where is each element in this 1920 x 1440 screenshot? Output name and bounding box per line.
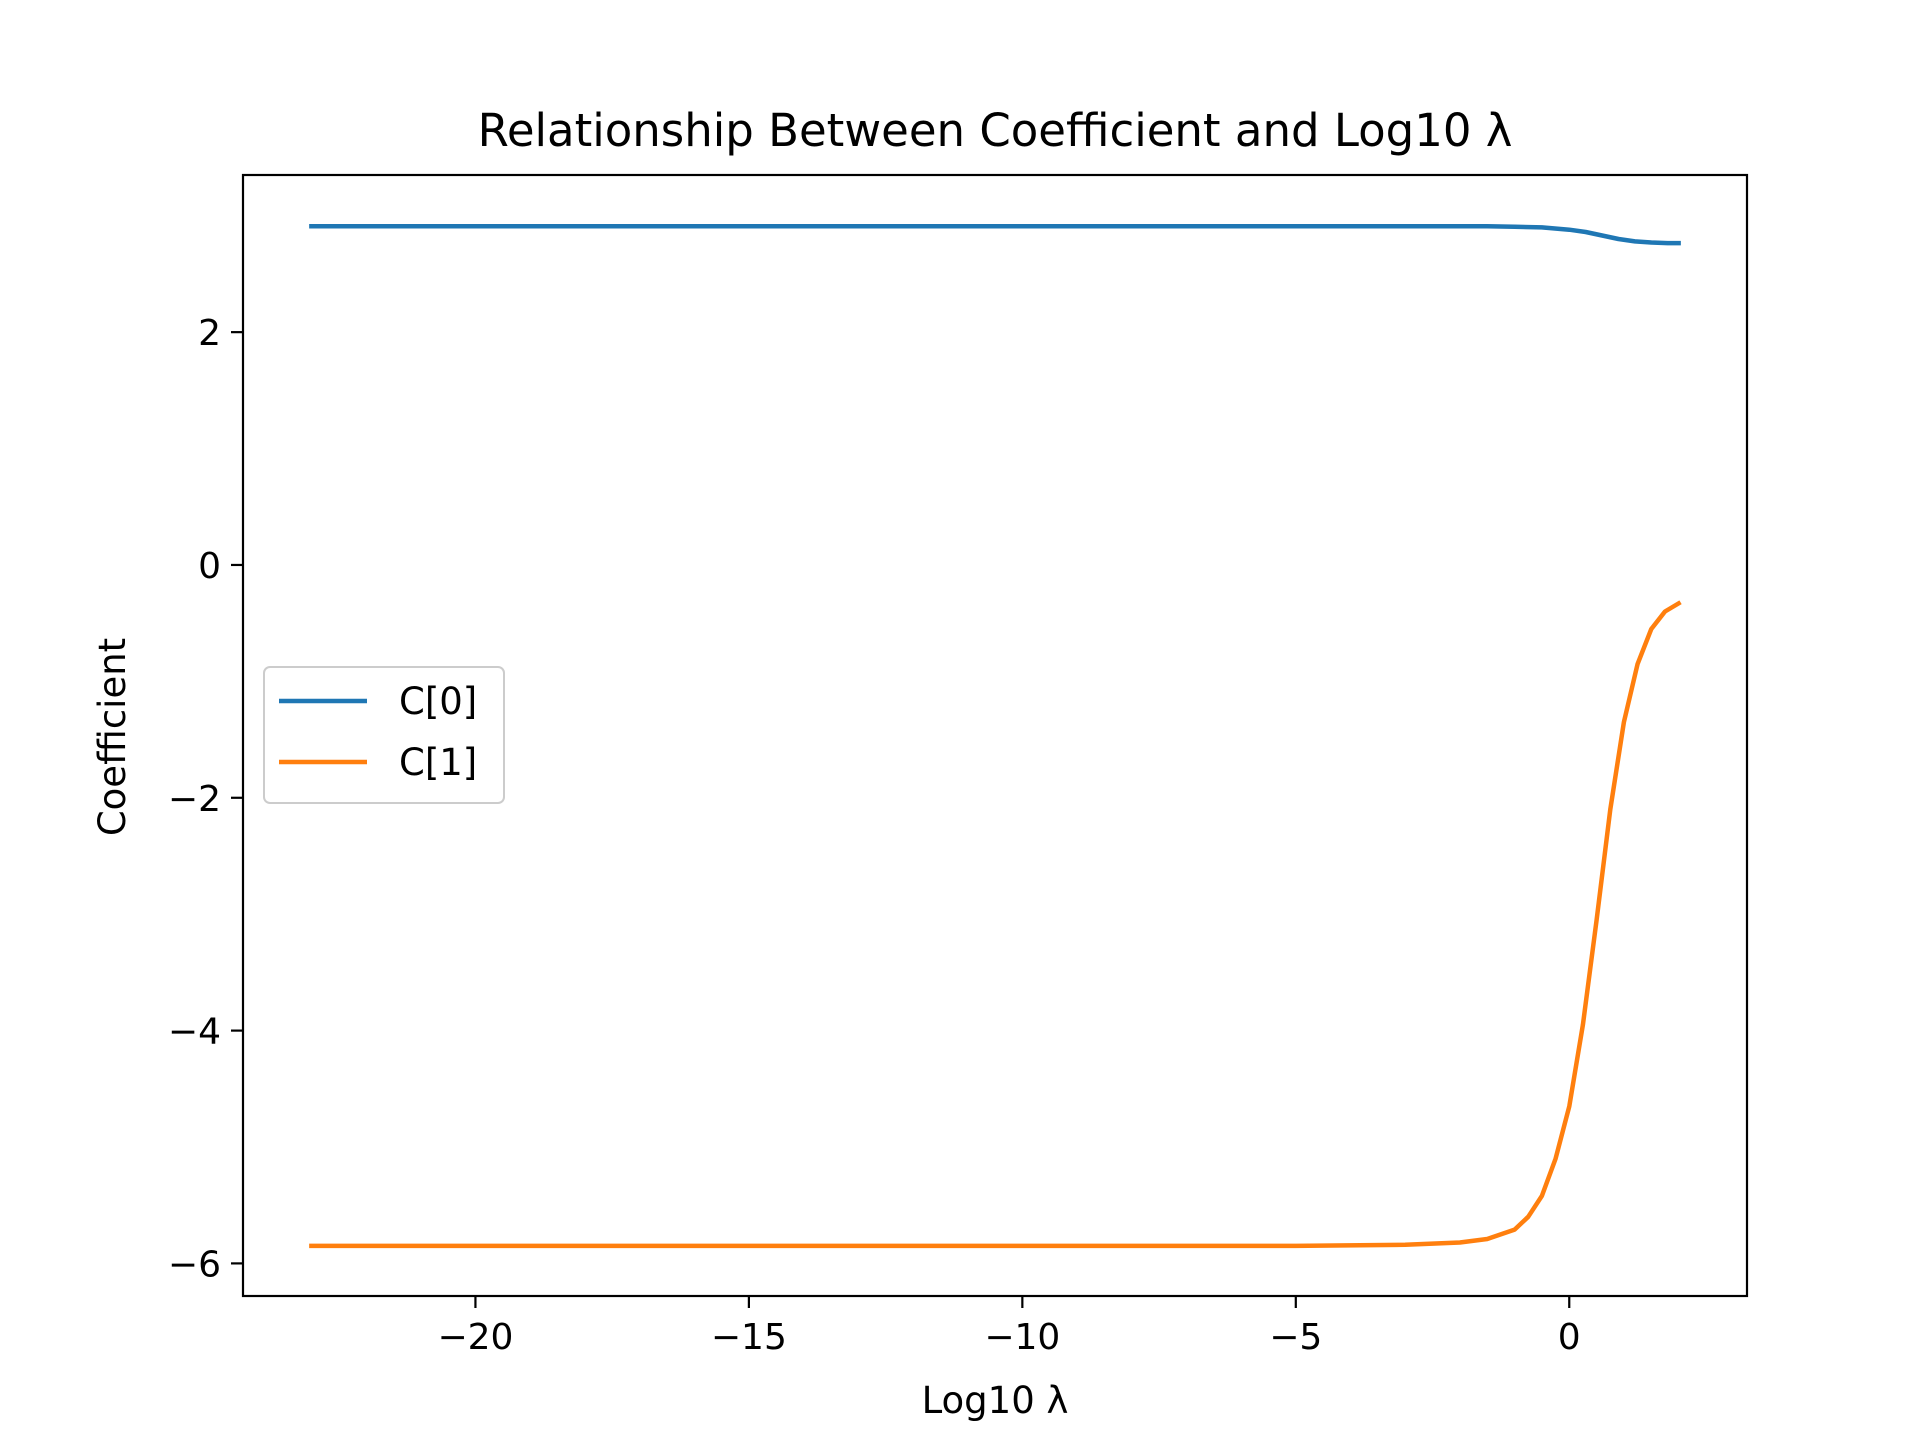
y-tick-label: −4 [168, 1012, 221, 1053]
y-axis-title: Coefficient [91, 638, 134, 836]
x-tick-label: −20 [437, 1317, 513, 1358]
legend-label: C[1] [399, 741, 477, 784]
x-tick-label: 0 [1558, 1317, 1581, 1358]
series-line-1 [309, 600, 1682, 1249]
x-tick-label: −10 [984, 1317, 1060, 1358]
x-tick-label: −5 [1269, 1317, 1322, 1358]
y-tick-label: −2 [168, 779, 221, 820]
series-line-0 [309, 223, 1681, 246]
x-axis-title: Log10 λ [922, 1379, 1069, 1422]
chart-title: Relationship Between Coefficient and Log… [478, 104, 1513, 157]
y-tick-label: −6 [168, 1244, 221, 1285]
y-tick-label: 2 [198, 313, 221, 354]
legend-label: C[0] [399, 680, 477, 723]
y-tick-label: 0 [198, 546, 221, 587]
x-tick-label: −15 [711, 1317, 787, 1358]
plot-area: −20 −15 −10 −5 0 2 0 −2 −4 −6 [168, 173, 1749, 1358]
legend: C[0] C[1] [263, 666, 505, 804]
plot-frame [241, 173, 1749, 1298]
